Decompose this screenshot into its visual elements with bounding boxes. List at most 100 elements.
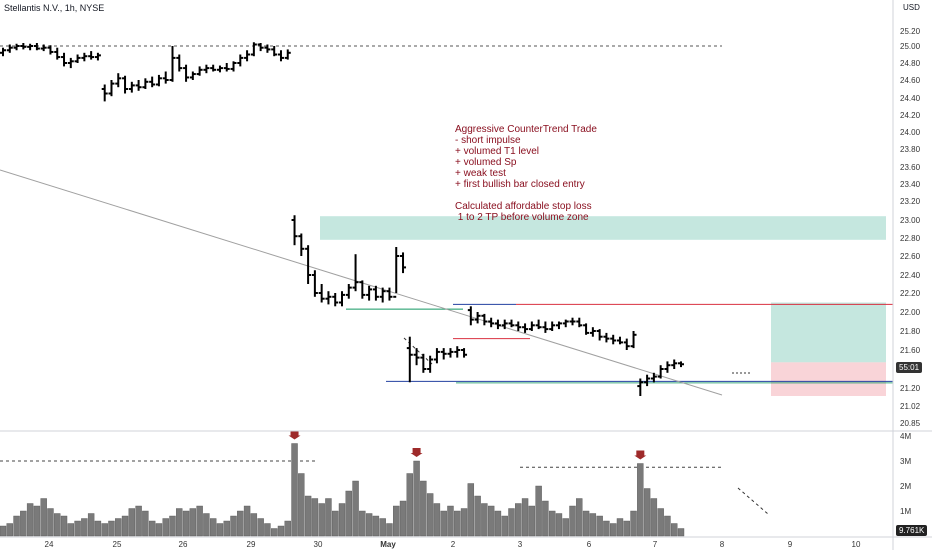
volume-bar bbox=[562, 518, 569, 537]
price-bar bbox=[644, 374, 651, 387]
volume-bar bbox=[33, 505, 41, 537]
price-bar bbox=[74, 54, 81, 63]
volume-tick-label: 4M bbox=[900, 432, 911, 441]
zone-stop-loss bbox=[771, 362, 886, 396]
volume-bar bbox=[284, 520, 291, 537]
price-bar bbox=[352, 254, 359, 292]
price-tick-label: 24.40 bbox=[900, 94, 921, 103]
time-tick-label: 24 bbox=[45, 540, 54, 549]
volume-bar bbox=[189, 508, 197, 537]
price-bar bbox=[54, 47, 61, 60]
volume-bar bbox=[413, 460, 420, 537]
price-bar bbox=[501, 319, 508, 330]
price-bar bbox=[169, 46, 176, 82]
volume-bar bbox=[420, 480, 427, 537]
volume-bar bbox=[54, 513, 61, 537]
zone-upper-target bbox=[320, 216, 886, 240]
price-bar bbox=[630, 331, 637, 349]
time-tick-label: 29 bbox=[247, 540, 256, 549]
price-bar bbox=[250, 42, 257, 57]
price-bar bbox=[345, 284, 352, 299]
volume-tick-label: 2M bbox=[900, 482, 911, 491]
volume-bar bbox=[637, 463, 644, 537]
volume-bar bbox=[406, 473, 413, 537]
volume-bar bbox=[589, 513, 597, 537]
volume-bar bbox=[87, 513, 95, 537]
volume-bar bbox=[548, 510, 556, 537]
time-tick-label: 9 bbox=[788, 540, 793, 549]
price-bar bbox=[216, 65, 223, 73]
volume-bar bbox=[426, 493, 434, 537]
price-bar bbox=[271, 46, 278, 57]
price-tick-label: 23.20 bbox=[900, 197, 921, 206]
volume-bar bbox=[121, 515, 129, 537]
volume-bar bbox=[325, 498, 332, 537]
volume-bar bbox=[101, 523, 108, 537]
volume-bar bbox=[542, 500, 549, 537]
volume-bar bbox=[596, 515, 603, 537]
price-tick-label: 20.85 bbox=[900, 419, 921, 428]
price-tick-label: 23.60 bbox=[900, 163, 921, 172]
price-bar bbox=[291, 215, 298, 246]
price-tick-label: 24.60 bbox=[900, 76, 921, 85]
volume-bar bbox=[501, 515, 508, 537]
price-bar bbox=[522, 323, 529, 333]
volume-bar bbox=[372, 515, 380, 537]
price-bar bbox=[657, 365, 664, 379]
price-bar bbox=[108, 80, 115, 97]
guide-arrow-1 bbox=[403, 337, 433, 365]
volume-bar bbox=[386, 523, 393, 537]
volume-bar bbox=[128, 508, 136, 537]
price-tick-label: 24.00 bbox=[900, 128, 921, 137]
price-bar bbox=[440, 348, 447, 360]
volume-bar bbox=[508, 508, 515, 537]
volume-bar bbox=[582, 510, 590, 537]
price-bar bbox=[386, 287, 393, 301]
volume-bar bbox=[440, 510, 447, 537]
price-bar bbox=[203, 64, 210, 74]
volume-bar bbox=[657, 508, 664, 537]
volume-bar bbox=[271, 528, 278, 537]
volume-bar bbox=[521, 498, 529, 537]
volume-bar bbox=[108, 520, 115, 537]
volume-bar bbox=[216, 523, 224, 537]
volume-bar bbox=[379, 518, 386, 537]
price-bar bbox=[549, 321, 556, 331]
price-bars bbox=[0, 42, 684, 396]
price-bar bbox=[101, 84, 108, 102]
volume-bar bbox=[345, 490, 352, 537]
volume-bar bbox=[304, 495, 312, 537]
volume-spike-marker bbox=[634, 450, 647, 460]
price-bar bbox=[535, 319, 542, 330]
price-bar bbox=[427, 355, 434, 373]
price-bar bbox=[494, 319, 501, 330]
levels bbox=[0, 45, 893, 468]
price-bar bbox=[298, 233, 305, 256]
price-bar bbox=[447, 348, 454, 358]
price-bar bbox=[0, 47, 6, 57]
price-tick-label: 22.60 bbox=[900, 252, 921, 261]
price-tick-label: 23.40 bbox=[900, 180, 921, 189]
price-bar bbox=[67, 57, 74, 69]
last-price-badge: 55:01 bbox=[896, 362, 923, 373]
volume-bar bbox=[671, 523, 678, 537]
zones bbox=[320, 216, 886, 396]
price-tick-label: 21.80 bbox=[900, 327, 921, 336]
guide-arrow-2 bbox=[737, 487, 769, 515]
price-bar bbox=[400, 252, 407, 274]
volume-bar bbox=[6, 523, 13, 537]
price-tick-label: 21.02 bbox=[900, 402, 921, 411]
price-bar bbox=[210, 64, 217, 72]
price-bar bbox=[277, 50, 284, 62]
price-bar bbox=[318, 284, 325, 303]
price-bar bbox=[583, 323, 590, 335]
price-bar bbox=[237, 54, 244, 67]
price-bar bbox=[508, 319, 515, 328]
volume-badge: 9.761K bbox=[896, 525, 928, 536]
time-tick-label: 7 bbox=[653, 540, 658, 549]
volume-bar bbox=[81, 518, 88, 537]
volume-bar bbox=[494, 510, 502, 537]
price-bar bbox=[454, 346, 461, 358]
